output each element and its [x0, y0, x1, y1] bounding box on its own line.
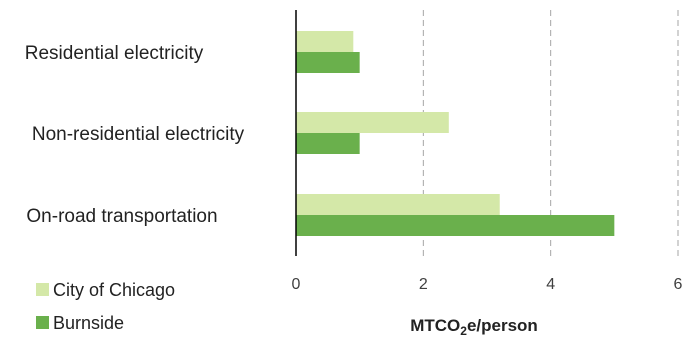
x-tick-4: 4	[546, 276, 555, 293]
category-labels: Residential electricity Non-residential e…	[25, 43, 245, 227]
legend-swatch-1	[36, 316, 49, 329]
bar-burnside-0	[296, 52, 360, 73]
legend: City of Chicago Burnside	[36, 280, 175, 333]
x-axis-title-subscript: 2	[460, 324, 467, 338]
legend-swatch-0	[36, 283, 49, 296]
x-tick-labels: 0 2 4 6	[292, 276, 683, 293]
x-axis-title-suffix: e/person	[467, 316, 538, 335]
legend-label-0: City of Chicago	[53, 280, 175, 300]
legend-label-1: Burnside	[53, 313, 124, 333]
bar-city-of-chicago-2	[296, 194, 500, 215]
category-label-1: Non-residential electricity	[32, 124, 245, 145]
category-label-0: Residential electricity	[25, 43, 204, 64]
bar-city-of-chicago-1	[296, 112, 449, 133]
x-axis-title: MTCO2e/person	[410, 316, 538, 338]
bars	[296, 31, 615, 236]
bar-city-of-chicago-0	[296, 31, 354, 52]
x-tick-6: 6	[674, 276, 683, 293]
category-label-2: On-road transportation	[26, 206, 217, 227]
x-axis-title-prefix: MTCO	[410, 316, 460, 335]
x-tick-2: 2	[419, 276, 428, 293]
bar-burnside-1	[296, 133, 360, 154]
bar-burnside-2	[296, 215, 615, 236]
x-tick-0: 0	[292, 276, 301, 293]
